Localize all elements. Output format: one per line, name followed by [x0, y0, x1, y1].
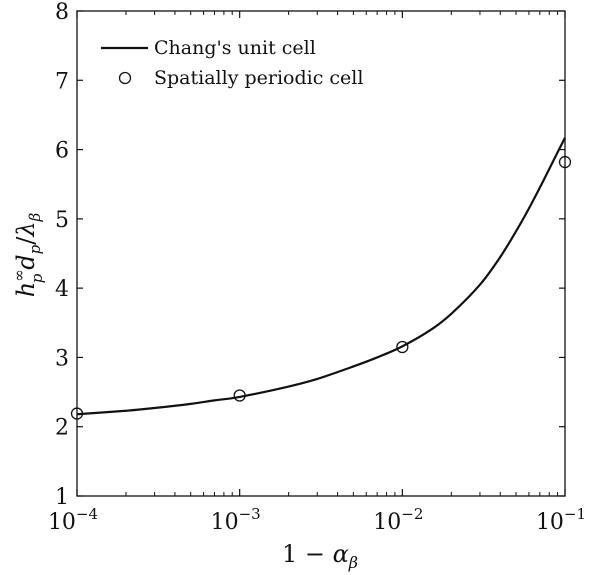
y-tick-label: 8: [55, 0, 69, 25]
y-axis-label: h∞pdp/λβ: [10, 212, 46, 297]
legend-circle-swatch: [118, 71, 132, 85]
y-axis-label-slash: /: [12, 236, 40, 245]
y-tick-label: 7: [55, 69, 69, 94]
marker-spatially-periodic-cell: [233, 389, 246, 402]
plot-frame: [76, 10, 566, 497]
x-axis-label-text: 1 −: [282, 540, 333, 568]
y-tick-label: 4: [55, 277, 69, 302]
marker-spatially-periodic-cell: [396, 340, 409, 354]
x-axis-label: 1 − αβ: [282, 540, 358, 572]
legend-label: Chang's unit cell: [154, 37, 316, 59]
y-axis-label-h: h: [12, 282, 40, 297]
series-line-changs-unit-cell: [76, 137, 566, 416]
marker-spatially-periodic-cell: [558, 155, 572, 169]
y-axis-label-subbeta: β: [26, 212, 44, 222]
series: [70, 137, 572, 420]
x-tick-label: 10−4: [48, 505, 98, 535]
y-tick-label: 6: [55, 139, 69, 164]
ticks: 1 2 3 4 5 6 7 8 10−4 10−3 10−2 10−1: [48, 0, 586, 535]
y-axis-label-sup: ∞: [10, 269, 28, 282]
marker-spatially-periodic-cell: [70, 407, 84, 420]
x-tick-label: 10−2: [373, 505, 423, 535]
x-axis-label-sub: β: [348, 553, 358, 572]
x-tick-label: 10−1: [536, 505, 586, 535]
y-axis-label-lambda: λ: [12, 221, 40, 237]
y-tick-label: 3: [55, 346, 69, 371]
legend-label: Spatially periodic cell: [154, 67, 363, 89]
y-axis-label-subp: p: [28, 273, 46, 283]
y-tick-label: 2: [55, 416, 69, 441]
x-axis-label-alpha: α: [333, 540, 349, 568]
axes: [76, 10, 566, 497]
y-tick-label: 1: [55, 485, 69, 510]
y-tick-label: 5: [55, 208, 69, 233]
y-axis-label-d: d: [12, 254, 40, 269]
x-tick-label: 10−3: [211, 505, 261, 535]
y-axis-label-subp2: p: [26, 244, 44, 254]
legend: Chang's unit cell Spatially periodic cell: [101, 37, 363, 89]
